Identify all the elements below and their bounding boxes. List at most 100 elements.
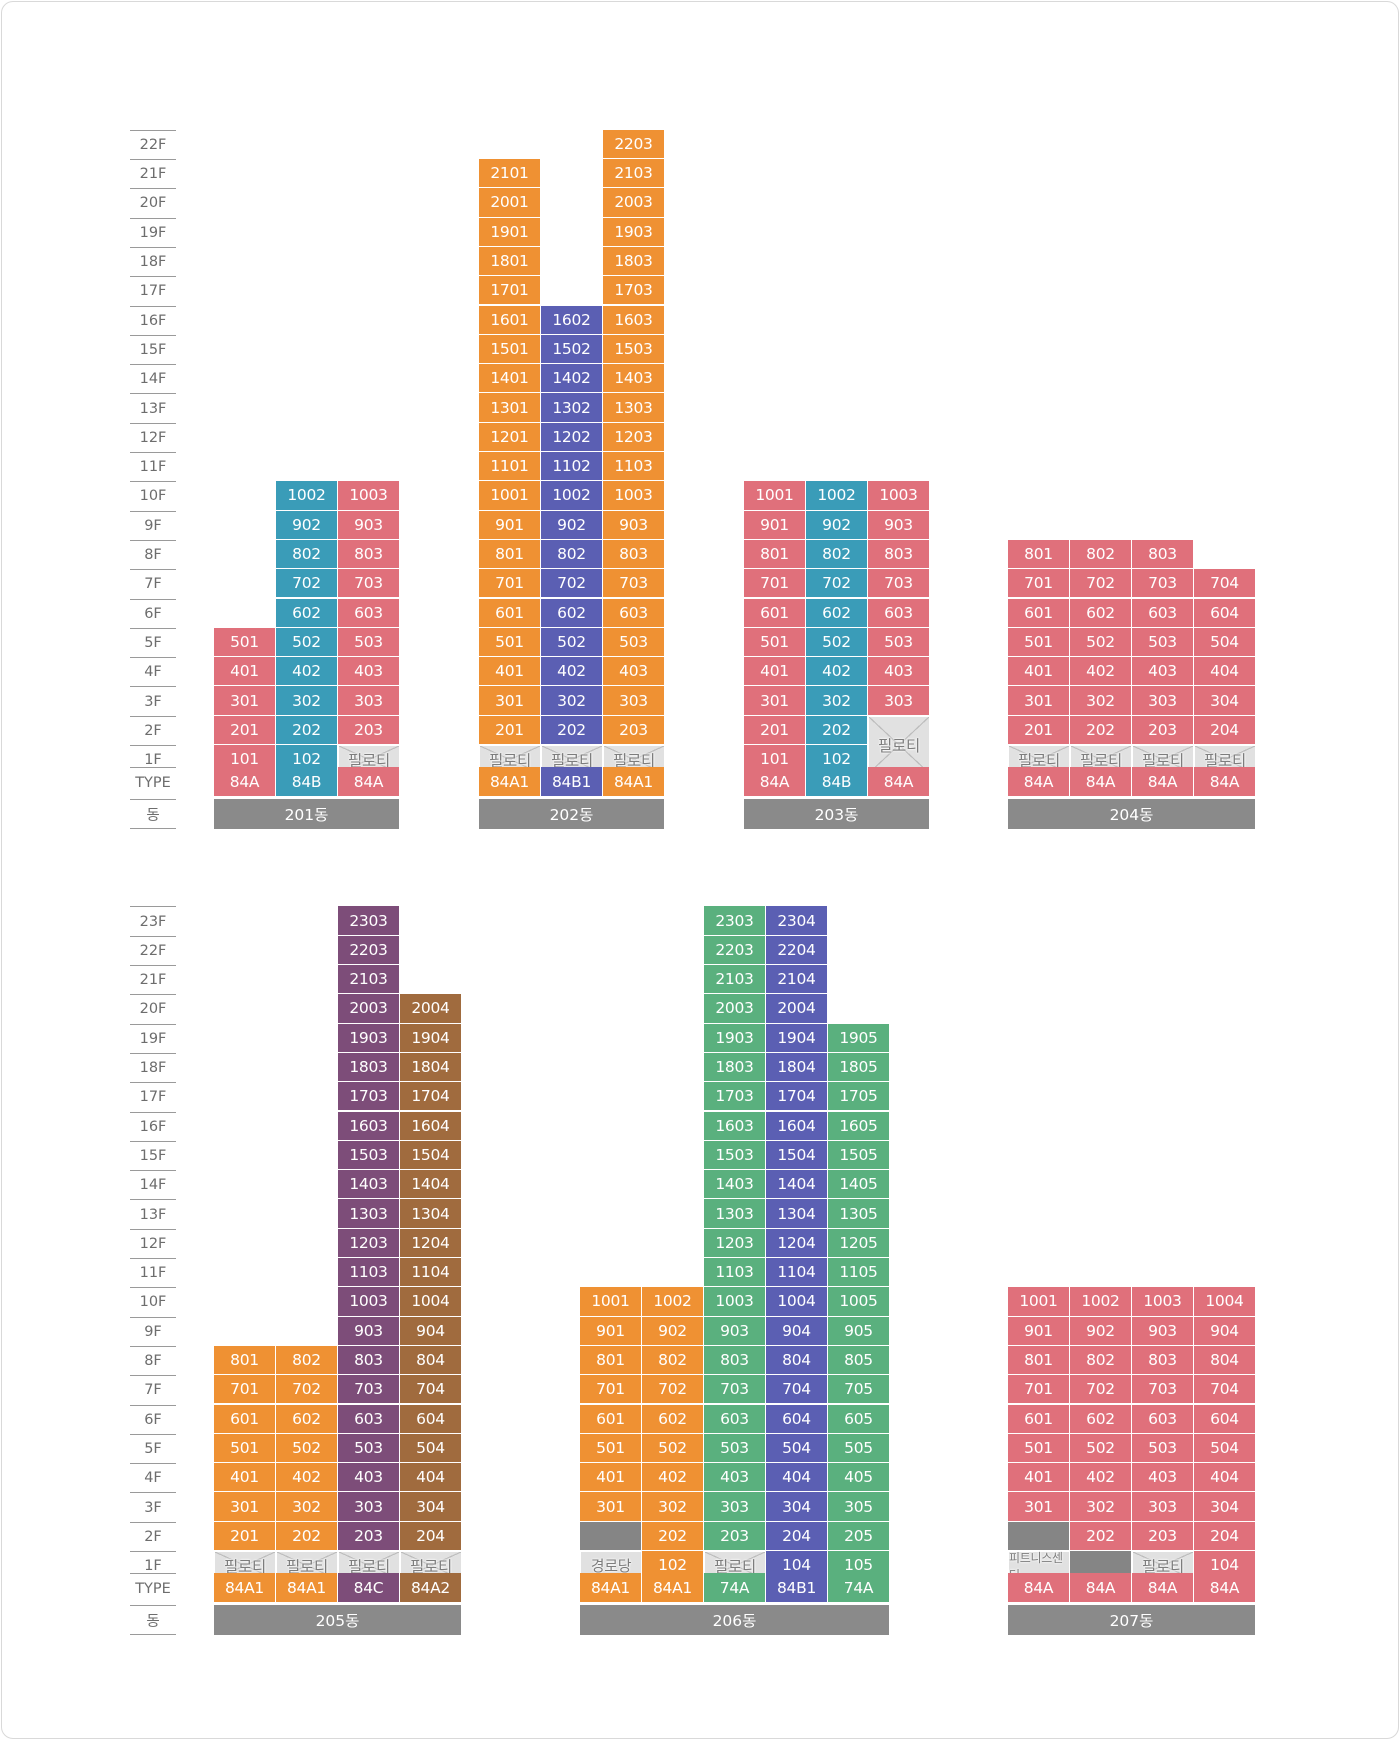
unit-cell: 504 (1194, 627, 1256, 658)
unit-cell: 602 (1070, 598, 1132, 628)
unit-cell: 202 (806, 715, 868, 745)
unit-cell: 1704 (766, 1082, 828, 1112)
unit-cell: 1303 (338, 1199, 400, 1229)
unit-cell: 1002 (642, 1287, 704, 1317)
unit-cell: 302 (276, 1492, 338, 1522)
unit-cell: 702 (1070, 1375, 1132, 1405)
unit-cell: 603 (338, 598, 400, 628)
type-cell: 84A (1070, 1573, 1132, 1603)
unit-cell: 504 (400, 1433, 462, 1464)
unit-cell: 902 (1070, 1316, 1132, 1346)
unit-cell: 602 (276, 598, 338, 628)
unit-cell: 202 (1070, 1521, 1132, 1551)
unit-cell: 901 (744, 510, 806, 540)
unit-cell: 803 (704, 1345, 766, 1376)
unit-cell: 503 (338, 1433, 400, 1464)
unit-cell: 403 (1132, 657, 1194, 687)
unit-cell: 904 (766, 1316, 828, 1346)
unit-cell: 904 (400, 1316, 462, 1346)
floor-label: 8F (130, 1345, 176, 1375)
unit-cell: 1303 (704, 1199, 766, 1229)
unit-cell: 304 (400, 1492, 462, 1522)
unit-cell: 1305 (828, 1199, 890, 1229)
unit-cell: 502 (276, 627, 338, 658)
unit-cell: 2104 (766, 965, 828, 995)
floor-label: 4F (130, 1463, 176, 1492)
unit-cell: 1003 (338, 481, 400, 511)
type-cell: 84A1 (642, 1573, 704, 1603)
floor-label: 20F (130, 994, 176, 1023)
unit-cell: 403 (603, 657, 665, 687)
unit-cell: 1501 (479, 334, 541, 365)
unit-cell: 1202 (541, 422, 603, 452)
unit-cell: 603 (338, 1404, 400, 1434)
unit-cell: 201 (1008, 715, 1070, 745)
type-cell: 84B1 (766, 1573, 828, 1603)
unit-cell: 503 (338, 627, 400, 658)
unit-cell: 801 (479, 539, 541, 570)
unit-cell: 603 (868, 598, 930, 628)
unit-cell: 1004 (400, 1287, 462, 1317)
unit-cell: 1605 (828, 1111, 890, 1141)
unit-cell: 401 (1008, 1463, 1070, 1493)
unit-cell: 1803 (338, 1052, 400, 1083)
unit-cell: 1403 (603, 364, 665, 394)
unit-cell: 1703 (603, 276, 665, 306)
unit-cell: 502 (1070, 1433, 1132, 1464)
unit-cell: 404 (1194, 1463, 1256, 1493)
unit-cell: 804 (1194, 1345, 1256, 1376)
unit-cell: 702 (806, 569, 868, 599)
unit-cell: 401 (1008, 657, 1070, 687)
unit-cell: 501 (479, 627, 541, 658)
type-cell: 84A (1008, 1573, 1070, 1603)
floor-label: 14F (130, 364, 176, 393)
unit-cell: 602 (1070, 1404, 1132, 1434)
building-name-bar: 204동 (1008, 799, 1255, 829)
floor-label: 4F (130, 657, 176, 686)
floor-label: 15F (130, 1140, 176, 1170)
unit-cell: 803 (603, 539, 665, 570)
unit-cell: 1003 (1132, 1287, 1194, 1317)
floor-label: 16F (130, 1111, 176, 1141)
unit-cell: 301 (744, 686, 806, 716)
floor-label: 9F (130, 1316, 176, 1346)
unit-cell: 1601 (479, 305, 541, 335)
unit-cell: 2103 (704, 965, 766, 995)
unit-cell: 1002 (541, 481, 603, 511)
empty-unit (580, 1521, 642, 1551)
unit-cell: 1603 (704, 1111, 766, 1141)
unit-cell: 401 (214, 657, 276, 687)
unit-cell: 201 (744, 715, 806, 745)
unit-cell: 1901 (479, 217, 541, 247)
unit-cell: 303 (704, 1492, 766, 1522)
unit-cell: 601 (479, 598, 541, 628)
floor-label: 14F (130, 1170, 176, 1199)
type-cell: 84A (1132, 767, 1194, 797)
unit-cell: 1503 (704, 1140, 766, 1171)
unit-cell: 303 (1132, 686, 1194, 716)
unit-cell: 2004 (766, 994, 828, 1024)
floor-label: 2F (130, 715, 176, 745)
unit-cell: 1704 (400, 1082, 462, 1112)
unit-cell: 501 (744, 627, 806, 658)
floor-label: 21F (130, 965, 176, 994)
unit-cell: 1001 (580, 1287, 642, 1317)
floor-label: 13F (130, 393, 176, 422)
unit-cell: 1403 (704, 1170, 766, 1200)
unit-cell: 304 (1194, 1492, 1256, 1522)
unit-cell: 1203 (338, 1228, 400, 1258)
unit-cell: 301 (214, 1492, 276, 1522)
unit-cell: 704 (1194, 1375, 1256, 1405)
unit-cell: 1001 (744, 481, 806, 511)
type-cell: 84A (868, 767, 930, 797)
unit-cell: 1001 (1008, 1287, 1070, 1317)
unit-cell: 1801 (479, 246, 541, 277)
unit-cell: 205 (828, 1521, 890, 1551)
unit-cell: 802 (276, 539, 338, 570)
unit-cell: 602 (806, 598, 868, 628)
unit-cell: 704 (1194, 569, 1256, 599)
unit-cell: 1101 (479, 452, 541, 482)
unit-cell: 203 (704, 1521, 766, 1551)
unit-cell: 1402 (541, 364, 603, 394)
unit-cell: 1302 (541, 393, 603, 423)
